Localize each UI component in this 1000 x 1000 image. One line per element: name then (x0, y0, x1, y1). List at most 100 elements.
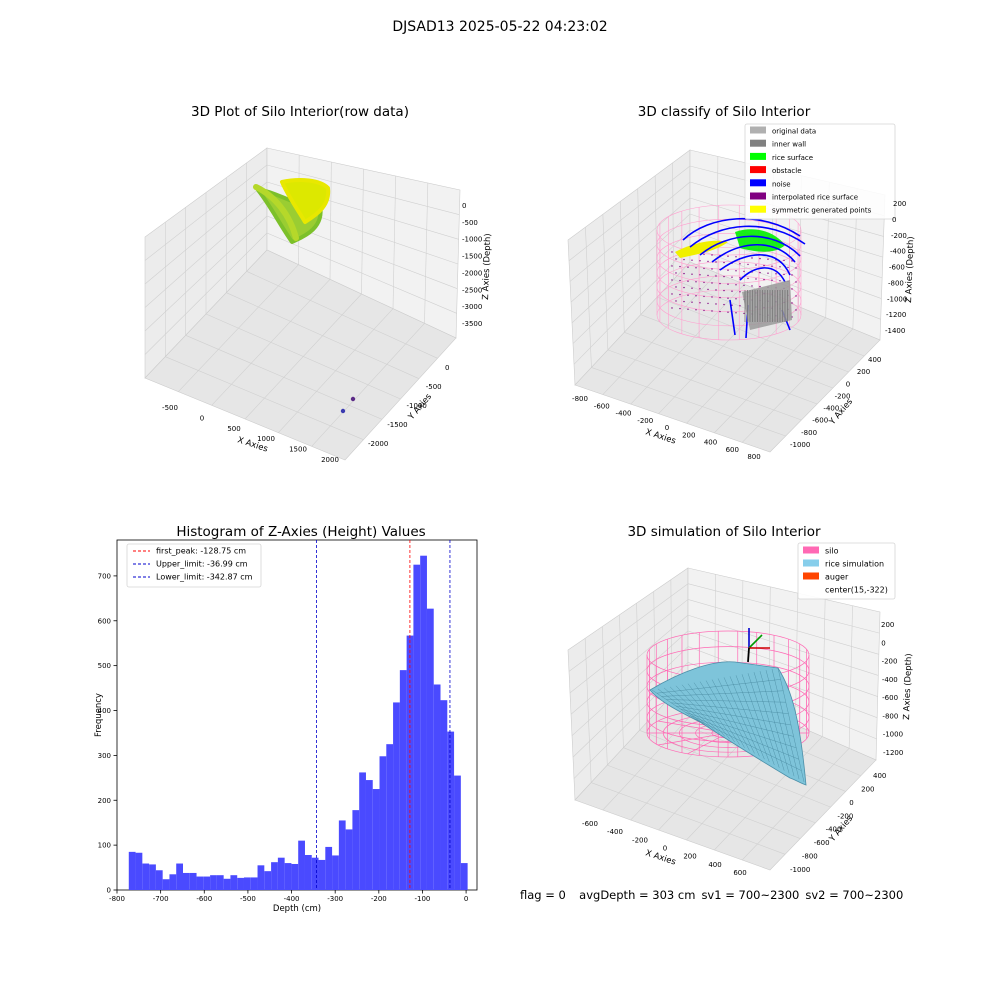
gridline (687, 614, 879, 676)
classify-legend-swatch (750, 166, 766, 174)
histogram-x-tick-label: -700 (153, 895, 169, 903)
interpolated-point (687, 308, 689, 310)
raw-point-cloud (253, 178, 356, 414)
gridline (571, 630, 689, 736)
interpolated-point (707, 274, 709, 277)
noise-arc (682, 218, 801, 241)
classify-z-tick-label: -600 (889, 264, 905, 272)
simulation-legend-swatch (803, 559, 819, 567)
interpolated-point (775, 273, 777, 275)
histogram-bar (257, 865, 265, 890)
interpolated-point (779, 266, 781, 268)
gridline (585, 227, 592, 368)
gridline (714, 736, 823, 851)
histogram-y-tick-label: 200 (98, 797, 111, 805)
histogram-bar (386, 744, 394, 890)
gridline (569, 599, 689, 694)
interpolated-point (735, 256, 737, 258)
histogram-bar (460, 863, 468, 890)
interpolated-point (791, 288, 793, 290)
interpolated-point (715, 261, 717, 263)
interpolated-point (791, 302, 793, 304)
classify-legend-label: noise (772, 180, 791, 188)
raw-points-arc (253, 184, 299, 241)
raw-x-tick-label: 2000 (321, 456, 339, 464)
histogram-bar (271, 862, 278, 890)
interpolated-point (687, 294, 689, 296)
interpolated-point (707, 260, 709, 263)
histogram-bar (216, 875, 224, 890)
noise-arc (739, 267, 786, 283)
raw-z-tick-label: -1000 (462, 236, 482, 244)
raw-y-tick-labels: 0 -500 -1000 -1500 -2000 (368, 364, 449, 448)
gridline (607, 764, 801, 839)
simulation-z-tick-label: -200 (882, 658, 898, 666)
rice-mesh-line (680, 709, 794, 737)
histogram-y-tick-label: 700 (98, 572, 111, 580)
histogram-bar (311, 857, 319, 890)
noise-arc (699, 235, 801, 257)
rice-mesh-line (661, 690, 784, 697)
classify-z-tick-label: -1400 (885, 327, 905, 335)
classify-legend-swatch (750, 139, 766, 147)
histogram-bar (298, 840, 305, 890)
interpolated-point (707, 302, 709, 305)
interpolated-point (675, 286, 677, 288)
classify-x-axis-label: X Axies (644, 427, 677, 446)
gridline (571, 213, 691, 324)
interpolated-point (723, 289, 725, 292)
raw-data-panel: 3D Plot of Silo Interior(row data) -5000… (144, 104, 493, 464)
histogram-bar (325, 846, 333, 890)
classify-legend-label: symmetric generated points (772, 207, 872, 215)
interpolated-point (739, 291, 741, 293)
classify-legend-label: rice surface (772, 154, 813, 162)
rice-mesh-line (695, 718, 802, 771)
classify-legend-label: inner wall (772, 141, 806, 149)
classify-z-tick-label: 0 (892, 216, 896, 224)
gridline (591, 367, 786, 437)
classify-y-tick-label: 200 (857, 368, 870, 376)
interpolated-point (671, 293, 673, 295)
classify-x-tick-label: 200 (682, 431, 695, 439)
simulation-y-tick-label: 200 (861, 785, 874, 793)
interpolated-point (763, 278, 765, 281)
histogram-legend-label: Upper_limit: -36.99 cm (156, 560, 248, 569)
histogram-bar (277, 857, 285, 890)
silo-floor-spoke (657, 732, 729, 746)
classify-legend-swatch (750, 152, 766, 160)
histogram-bar (169, 874, 177, 890)
histogram-bar (155, 870, 163, 890)
histogram-bar (352, 810, 360, 890)
interpolated-point (739, 305, 741, 307)
interpolated-point (735, 312, 737, 314)
gridline (602, 214, 609, 350)
simulation-y-tick-label: -800 (802, 853, 818, 861)
histogram-y-tick-label: 100 (98, 842, 111, 850)
raw-y-tick-label: -500 (426, 383, 442, 391)
interpolated-point (675, 258, 677, 260)
histogram-bar (189, 872, 197, 890)
simulation-y-tick-labels: 400 200 0 -200 -400 -600 -800 -1000 (790, 772, 886, 874)
gridline (636, 603, 640, 731)
classify-z-tick-label: 200 (893, 200, 906, 208)
classify-y-tick-label: 400 (868, 356, 881, 364)
raw-z-tick-label: -3000 (462, 303, 482, 311)
simulation-legend-label: center(15,-322) (825, 586, 888, 595)
interpolated-point (687, 266, 689, 268)
raw-y-tick-label: -1000 (407, 402, 427, 410)
interpolated-point (715, 303, 717, 305)
auger-axis-shaft (747, 647, 750, 663)
interpolated-point (703, 295, 705, 298)
raw-x-tick-labels: -500 0 500 1000 1500 2000 (162, 404, 339, 464)
gridline (619, 201, 625, 333)
interpolated-point (795, 295, 797, 297)
gridline (821, 599, 826, 737)
classify-z-tick-label: -1200 (886, 311, 906, 319)
gridline (741, 328, 854, 443)
interpolated-point (747, 263, 749, 266)
auger-marker (747, 628, 770, 663)
interpolated-point (723, 261, 725, 264)
histogram-y-ticks: 0 100 200 300 400 500 600 700 (98, 572, 117, 895)
simulation-z-tick-label: -1000 (883, 731, 903, 739)
gridline (741, 748, 850, 861)
